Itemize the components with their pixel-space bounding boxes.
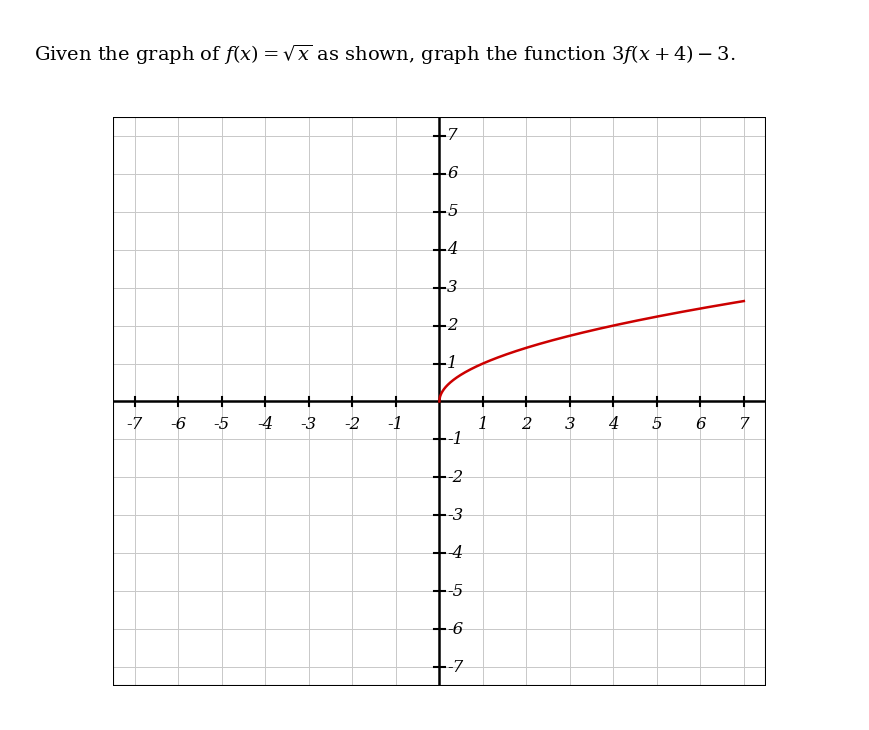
Text: -3: -3 <box>301 416 316 433</box>
Text: 4: 4 <box>607 416 618 433</box>
Text: 5: 5 <box>447 203 457 220</box>
Text: Given the graph of $f(x) = \sqrt{x}$ as shown, graph the function $3f(x + 4) - 3: Given the graph of $f(x) = \sqrt{x}$ as … <box>34 42 735 67</box>
Text: 2: 2 <box>521 416 531 433</box>
Text: 6: 6 <box>447 165 457 182</box>
Text: 7: 7 <box>738 416 748 433</box>
Text: 7: 7 <box>447 127 457 145</box>
Text: -7: -7 <box>447 658 463 676</box>
Text: -6: -6 <box>170 416 186 433</box>
Text: -7: -7 <box>127 416 143 433</box>
Text: 2: 2 <box>447 317 457 334</box>
Text: -2: -2 <box>447 469 463 486</box>
Text: 4: 4 <box>447 241 457 258</box>
Text: -6: -6 <box>447 620 463 638</box>
Text: 1: 1 <box>477 416 488 433</box>
Text: -1: -1 <box>388 416 403 433</box>
Text: -1: -1 <box>447 431 463 448</box>
Text: 1: 1 <box>447 355 457 372</box>
Text: 3: 3 <box>447 279 457 296</box>
Text: -4: -4 <box>447 545 463 562</box>
Text: 5: 5 <box>651 416 661 433</box>
Text: -4: -4 <box>257 416 273 433</box>
Text: -2: -2 <box>344 416 360 433</box>
Text: -3: -3 <box>447 507 463 524</box>
Text: 3: 3 <box>564 416 574 433</box>
Text: 6: 6 <box>694 416 705 433</box>
Text: -5: -5 <box>214 416 229 433</box>
Text: -5: -5 <box>447 583 463 600</box>
